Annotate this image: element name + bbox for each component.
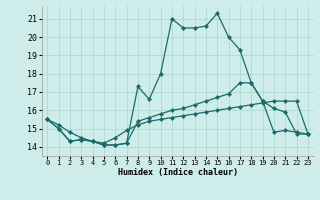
X-axis label: Humidex (Indice chaleur): Humidex (Indice chaleur) bbox=[118, 168, 237, 177]
